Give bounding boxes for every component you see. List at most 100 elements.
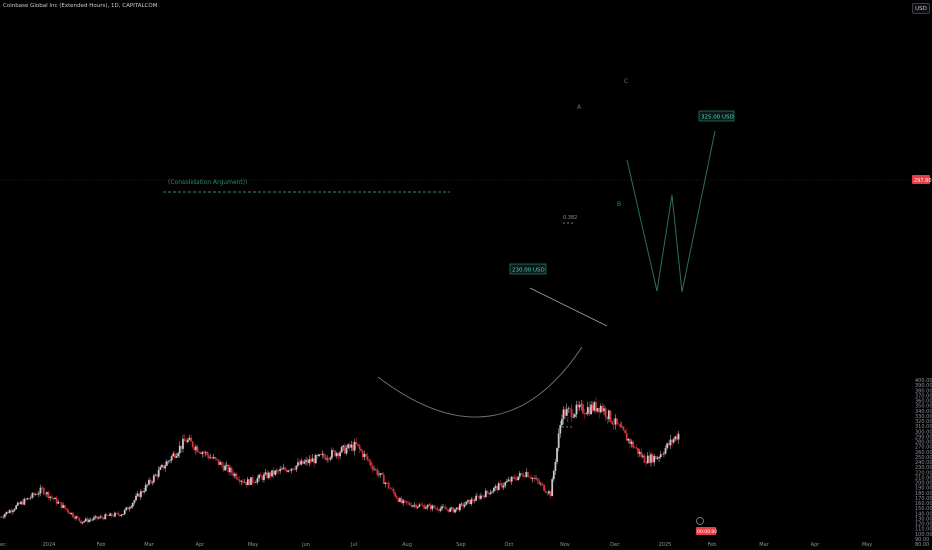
- candle-body: [105, 514, 108, 516]
- candle-body: [204, 452, 207, 453]
- candle-body: [62, 505, 65, 508]
- y-tick-label: 380.00: [915, 388, 932, 394]
- y-tick-label: 280.00: [915, 440, 932, 446]
- candle-body: [635, 447, 638, 449]
- candle-body: [253, 482, 256, 483]
- candle-body: [478, 496, 481, 499]
- candle-body: [76, 516, 79, 518]
- candle-body: [3, 514, 6, 517]
- candle-body: [460, 503, 463, 505]
- x-tick-label: Sep: [456, 542, 465, 548]
- target-325-box: [698, 110, 735, 122]
- candle-body: [271, 470, 273, 477]
- candle-body: [321, 453, 324, 455]
- candle-body: [527, 472, 529, 477]
- candle-body: [522, 474, 524, 477]
- candle-body: [483, 495, 486, 498]
- resistance-line: [529, 287, 608, 327]
- candle-body: [233, 473, 236, 476]
- candle-body: [157, 469, 160, 477]
- candle-body: [355, 441, 358, 444]
- currency-button[interactable]: USD: [912, 3, 930, 14]
- target-230-box: [509, 263, 547, 275]
- candle-body: [439, 508, 442, 511]
- candle-body: [561, 419, 563, 426]
- candle-body: [15, 505, 18, 510]
- candle-body: [243, 482, 246, 483]
- candle-body: [494, 486, 497, 488]
- candle-body: [55, 497, 58, 504]
- y-tick-label: 110.00: [915, 527, 932, 533]
- candle-body: [219, 462, 222, 465]
- candle-body: [433, 505, 435, 508]
- candle-body: [499, 483, 502, 484]
- candle-body: [230, 467, 233, 473]
- candle-body: [141, 491, 144, 493]
- candle-body: [609, 410, 612, 422]
- candle-body: [365, 453, 367, 457]
- candle-body: [83, 521, 86, 523]
- candle-body: [248, 479, 251, 485]
- candle-body: [173, 453, 176, 458]
- candle-body: [18, 502, 21, 505]
- x-tick-label: Jun: [301, 542, 310, 548]
- drawings-group: [0, 130, 910, 428]
- candle-body: [109, 513, 112, 516]
- candle-body: [573, 414, 576, 417]
- candle-body: [429, 504, 432, 510]
- candle-body: [471, 499, 474, 501]
- candle-body: [431, 505, 434, 510]
- candle-body: [47, 492, 50, 499]
- candle-body: [314, 454, 317, 464]
- candle-body: [645, 462, 648, 464]
- candle-body: [81, 522, 84, 524]
- candle-body: [350, 444, 353, 448]
- candle-body: [447, 509, 450, 512]
- candle-body: [408, 502, 411, 505]
- candle-body: [335, 453, 338, 457]
- candle-body: [416, 506, 419, 508]
- candle-body: [428, 504, 431, 506]
- x-tick-label: Nov: [560, 542, 570, 548]
- candle-body: [617, 423, 620, 425]
- y-tick-label: 190.00: [915, 486, 932, 492]
- candle-body: [387, 482, 390, 489]
- candle-body: [640, 451, 643, 457]
- candle-body: [84, 518, 87, 522]
- candle-body: [591, 404, 594, 411]
- candle-body: [604, 408, 607, 417]
- candle-body: [102, 517, 105, 520]
- candle-body: [535, 478, 537, 480]
- candle-body: [473, 500, 476, 502]
- candle-body: [590, 404, 592, 415]
- candle-body: [418, 504, 421, 507]
- candle-body: [625, 432, 628, 441]
- candle-body: [659, 454, 662, 458]
- event-icon[interactable]: [696, 517, 704, 525]
- candle-body: [280, 469, 283, 470]
- candle-body: [633, 447, 636, 449]
- x-tick-label: May: [248, 542, 258, 548]
- candle-body: [246, 479, 249, 486]
- candle-body: [539, 483, 542, 485]
- candle-body: [371, 465, 374, 470]
- candle-body: [470, 499, 473, 505]
- candle-body: [525, 472, 528, 477]
- candle-body: [572, 416, 575, 418]
- current-price-tag: [912, 175, 930, 184]
- candle-body: [598, 408, 601, 413]
- candle-body: [96, 516, 99, 519]
- candle-body: [475, 495, 477, 501]
- x-tick-label: Feb: [97, 542, 106, 548]
- y-tick-label: 320.00: [915, 419, 932, 425]
- candle-body: [130, 506, 133, 508]
- candle-body: [5, 511, 8, 515]
- candle-body: [276, 470, 278, 472]
- y-tick-label: 360.00: [915, 399, 932, 405]
- candle-body: [596, 408, 599, 412]
- candle-body: [450, 507, 453, 509]
- candle-body: [331, 450, 333, 458]
- candle-body: [298, 462, 301, 465]
